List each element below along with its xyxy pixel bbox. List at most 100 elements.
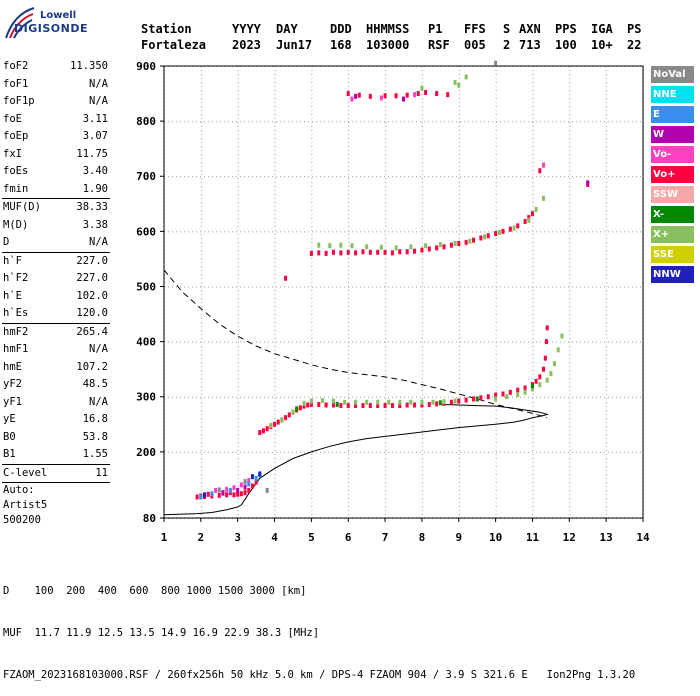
grid-dot — [268, 231, 269, 233]
grid-dot — [320, 286, 321, 288]
grid-dot — [184, 121, 185, 123]
grid-dot — [516, 121, 517, 123]
grid-dot — [488, 231, 489, 233]
grid-dot — [311, 90, 313, 91]
grid-dot — [640, 121, 641, 123]
grid-dot — [532, 254, 534, 255]
grid-dot — [456, 231, 457, 233]
grid-dot — [312, 231, 313, 233]
grid-dot — [274, 478, 276, 479]
grid-dot — [636, 121, 637, 123]
grid-dot — [311, 362, 313, 363]
grid-dot — [237, 270, 239, 271]
grid-dot — [569, 502, 571, 503]
grid-dot — [569, 186, 571, 187]
grid-dot — [495, 374, 497, 375]
grid-dot — [495, 186, 497, 187]
grid-dot — [237, 290, 239, 291]
grid-dot — [385, 502, 387, 503]
grid-dot — [624, 121, 625, 123]
grid-dot — [458, 146, 460, 147]
grid-dot — [544, 176, 545, 178]
grid-dot — [380, 176, 381, 178]
grid-dot — [544, 121, 545, 123]
grid-dot — [188, 176, 189, 178]
grid-dot — [216, 286, 217, 288]
grid-dot — [274, 130, 276, 131]
param-value: 11 — [95, 466, 108, 479]
grid-dot — [458, 90, 460, 91]
grid-dot — [421, 502, 423, 503]
grid-dot — [348, 430, 350, 431]
grid-dot — [274, 266, 276, 267]
grid-dot — [200, 510, 202, 511]
grid-dot — [236, 451, 237, 453]
grid-dot — [612, 286, 613, 288]
grid-dot — [380, 231, 381, 233]
grid-dot — [495, 230, 497, 231]
grid-dot — [385, 314, 387, 315]
grid-dot — [592, 341, 593, 343]
grid-dot — [458, 262, 460, 263]
grid-dot — [532, 414, 534, 415]
grid-dot — [569, 454, 571, 455]
echo-point — [394, 93, 398, 99]
grid-dot — [606, 430, 608, 431]
grid-dot — [540, 231, 541, 233]
grid-dot — [580, 451, 581, 453]
grid-dot — [348, 146, 350, 147]
echo-point — [464, 239, 468, 245]
grid-dot — [311, 186, 313, 187]
grid-dot — [458, 462, 460, 463]
grid-dot — [311, 446, 313, 447]
echo-point — [368, 93, 372, 99]
grid-dot — [352, 121, 353, 123]
grid-dot — [458, 286, 460, 287]
x-tick-label: 6 — [345, 531, 352, 544]
grid-dot — [606, 422, 608, 423]
grid-dot — [311, 274, 313, 275]
echo-point — [203, 492, 207, 498]
grid-dot — [237, 150, 239, 151]
grid-dot — [237, 406, 239, 407]
grid-dot — [540, 121, 541, 123]
grid-dot — [256, 231, 257, 233]
grid-dot — [385, 510, 387, 511]
grid-dot — [220, 121, 221, 123]
grid-dot — [300, 231, 301, 233]
grid-dot — [311, 498, 313, 499]
grid-dot — [628, 231, 629, 233]
header-row1-cell: S — [503, 22, 511, 36]
echo-point — [258, 430, 262, 436]
grid-dot — [396, 176, 397, 178]
echo-point — [354, 93, 358, 99]
x-tick-label: 7 — [382, 531, 389, 544]
grid-dot — [232, 121, 233, 123]
echo-point — [309, 398, 313, 404]
grid-dot — [385, 222, 387, 223]
grid-dot — [237, 362, 239, 363]
grid-dot — [421, 234, 423, 235]
grid-dot — [421, 494, 423, 495]
grid-dot — [200, 402, 202, 403]
grid-dot — [200, 390, 202, 391]
grid-dot — [200, 226, 202, 227]
echo-point — [317, 401, 321, 407]
grid-dot — [569, 74, 571, 75]
grid-dot — [569, 94, 571, 95]
grid-dot — [288, 451, 289, 453]
grid-dot — [376, 121, 377, 123]
grid-dot — [274, 378, 276, 379]
grid-dot — [492, 451, 493, 453]
param-row: C-level 11 — [0, 465, 112, 483]
grid-dot — [544, 341, 545, 343]
echo-point — [534, 378, 538, 384]
grid-dot — [200, 322, 202, 323]
grid-dot — [458, 346, 460, 347]
grid-dot — [200, 438, 202, 439]
grid-dot — [311, 298, 313, 299]
grid-dot — [316, 176, 317, 178]
param-row: yF2 48.5 — [0, 376, 112, 394]
grid-dot — [274, 414, 276, 415]
grid-dot — [484, 231, 485, 233]
